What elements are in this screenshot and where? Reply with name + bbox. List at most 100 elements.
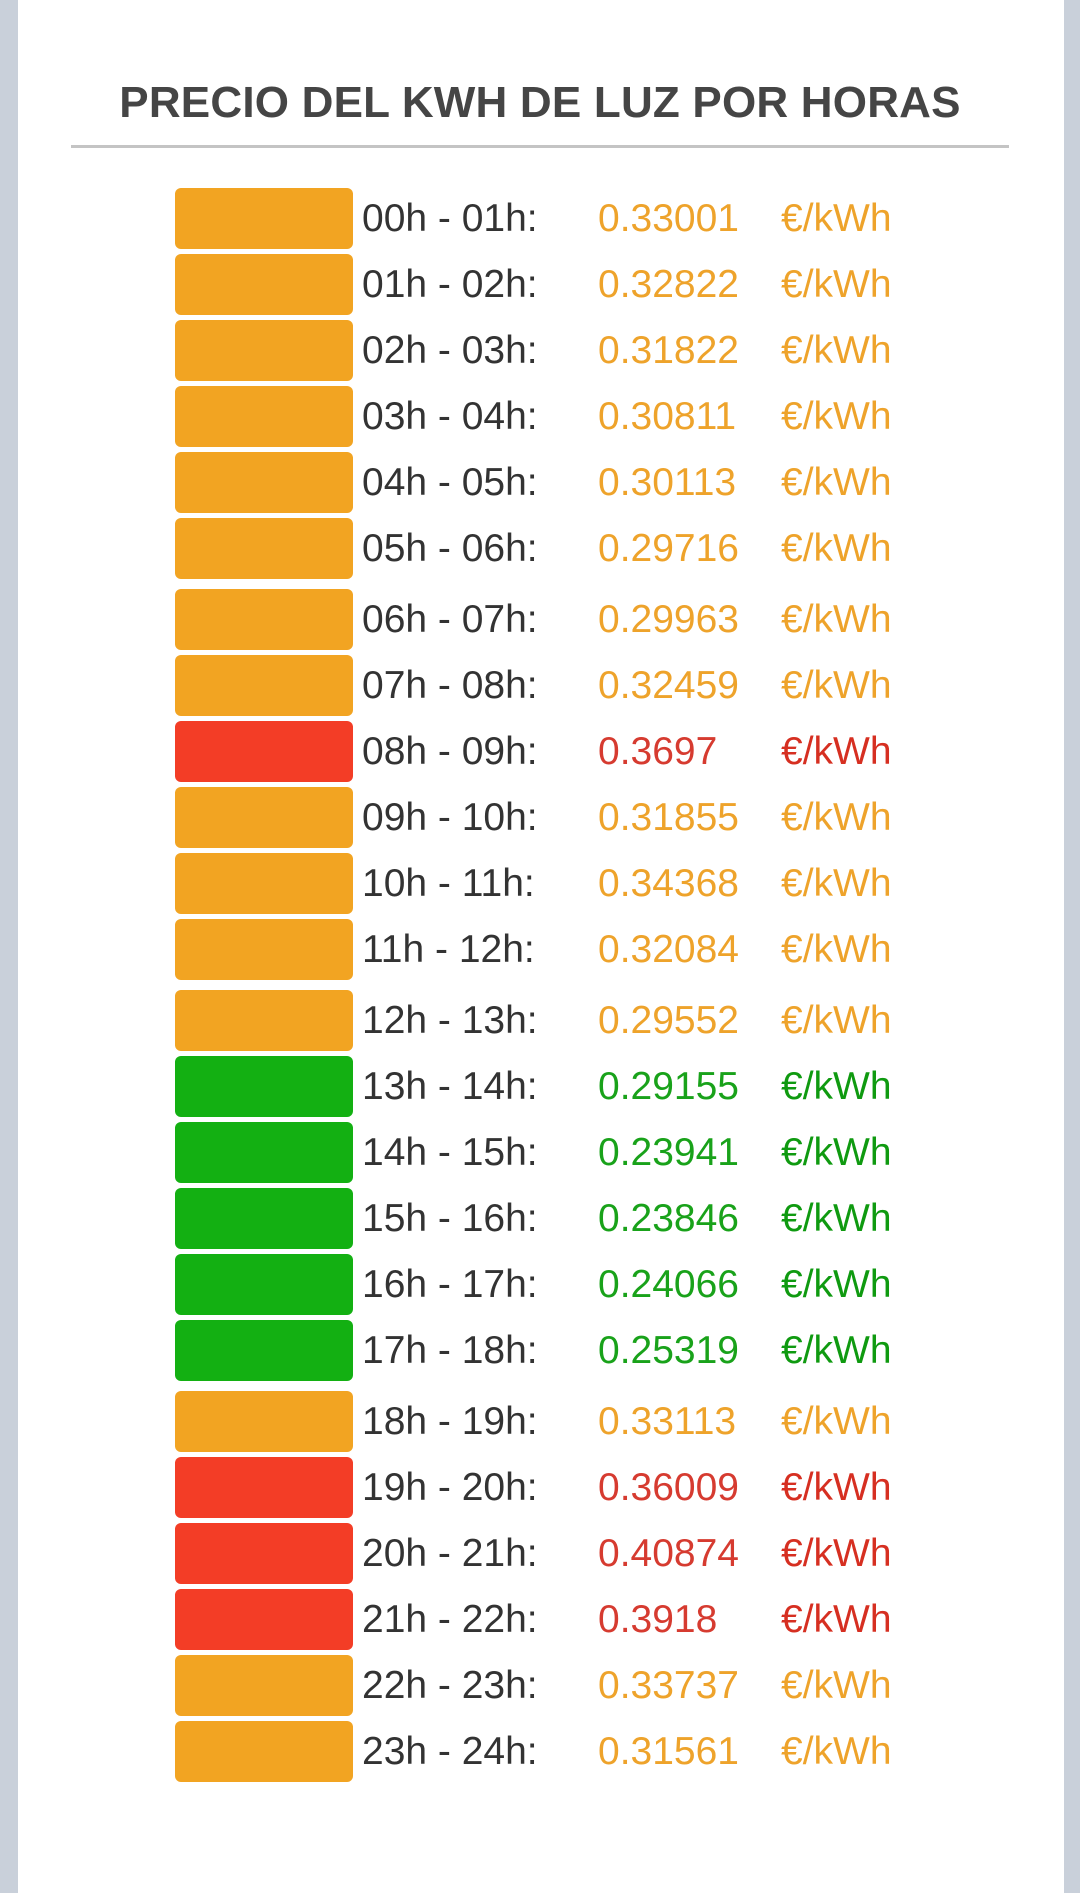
price-level-swatch xyxy=(175,1188,353,1249)
price-level-swatch xyxy=(175,1254,353,1315)
price-value: 0.25319 xyxy=(598,1329,739,1372)
price-level-swatch xyxy=(175,853,353,914)
price-unit: €/kWh xyxy=(781,1065,892,1108)
price-value: 0.30811 xyxy=(598,395,737,438)
price-level-swatch xyxy=(175,188,353,249)
hour-range: 12h - 13h: xyxy=(362,999,538,1042)
price-value: 0.31822 xyxy=(598,329,739,372)
price-level-swatch xyxy=(175,1391,353,1452)
price-unit: €/kWh xyxy=(781,1466,892,1509)
price-level-swatch xyxy=(175,1589,353,1650)
price-unit: €/kWh xyxy=(781,598,892,641)
price-unit: €/kWh xyxy=(781,395,892,438)
hour-range: 13h - 14h: xyxy=(362,1065,538,1108)
price-value: 0.30113 xyxy=(598,461,737,504)
hour-range: 05h - 06h: xyxy=(362,527,538,570)
price-unit: €/kWh xyxy=(781,928,892,971)
price-level-swatch xyxy=(175,452,353,513)
price-row: 07h - 08h: 0.32459 €/kWh xyxy=(175,655,935,717)
price-row: 09h - 10h: 0.31855 €/kWh xyxy=(175,787,935,849)
price-value: 0.29716 xyxy=(598,527,739,570)
price-value: 0.32084 xyxy=(598,928,739,971)
price-row: 17h - 18h: 0.25319 €/kWh xyxy=(175,1320,935,1382)
price-level-swatch xyxy=(175,386,353,447)
price-unit: €/kWh xyxy=(781,796,892,839)
hour-range: 07h - 08h: xyxy=(362,664,538,707)
hour-range: 10h - 11h: xyxy=(362,862,535,905)
price-value: 0.33113 xyxy=(598,1400,737,1443)
price-unit: €/kWh xyxy=(781,1400,892,1443)
price-value: 0.33001 xyxy=(598,197,739,240)
price-row: 13h - 14h: 0.29155 €/kWh xyxy=(175,1056,935,1118)
price-unit: €/kWh xyxy=(781,999,892,1042)
price-value: 0.23846 xyxy=(598,1197,739,1240)
hour-range: 00h - 01h: xyxy=(362,197,538,240)
price-level-swatch xyxy=(175,1122,353,1183)
price-row: 06h - 07h: 0.29963 €/kWh xyxy=(175,589,935,651)
price-value: 0.23941 xyxy=(598,1131,739,1174)
price-level-swatch xyxy=(175,518,353,579)
hour-range: 19h - 20h: xyxy=(362,1466,538,1509)
price-value: 0.24066 xyxy=(598,1263,739,1306)
hour-range: 06h - 07h: xyxy=(362,598,538,641)
price-level-swatch xyxy=(175,919,353,980)
price-row: 19h - 20h: 0.36009 €/kWh xyxy=(175,1457,935,1519)
price-unit: €/kWh xyxy=(781,1263,892,1306)
title-divider xyxy=(71,145,1009,148)
price-level-swatch xyxy=(175,320,353,381)
price-row: 22h - 23h: 0.33737 €/kWh xyxy=(175,1655,935,1717)
price-unit: €/kWh xyxy=(781,1598,892,1641)
price-value: 0.29963 xyxy=(598,598,739,641)
hour-range: 21h - 22h: xyxy=(362,1598,538,1641)
price-row: 21h - 22h: 0.3918 €/kWh xyxy=(175,1589,935,1651)
price-unit: €/kWh xyxy=(781,263,892,306)
hour-range: 23h - 24h: xyxy=(362,1730,538,1773)
hour-range: 17h - 18h: xyxy=(362,1329,538,1372)
price-row: 11h - 12h: 0.32084 €/kWh xyxy=(175,919,935,981)
price-level-swatch xyxy=(175,1457,353,1518)
price-value: 0.31855 xyxy=(598,796,739,839)
hour-range: 22h - 23h: xyxy=(362,1664,538,1707)
price-unit: €/kWh xyxy=(781,730,892,773)
hour-range: 08h - 09h: xyxy=(362,730,538,773)
hourly-price-list: 00h - 01h: 0.33001 €/kWh 01h - 02h: 0.32… xyxy=(175,0,935,1893)
hour-range: 14h - 15h: xyxy=(362,1131,538,1174)
price-unit: €/kWh xyxy=(781,1532,892,1575)
hour-range: 18h - 19h: xyxy=(362,1400,538,1443)
price-row: 18h - 19h: 0.33113 €/kWh xyxy=(175,1391,935,1453)
price-value: 0.29552 xyxy=(598,999,739,1042)
price-level-swatch xyxy=(175,1655,353,1716)
hour-range: 02h - 03h: xyxy=(362,329,538,372)
price-value: 0.32459 xyxy=(598,664,739,707)
hour-range: 11h - 12h: xyxy=(362,928,535,971)
hour-range: 16h - 17h: xyxy=(362,1263,538,1306)
price-level-swatch xyxy=(175,655,353,716)
hour-range: 01h - 02h: xyxy=(362,263,538,306)
price-level-swatch xyxy=(175,1523,353,1584)
price-unit: €/kWh xyxy=(781,197,892,240)
hour-range: 04h - 05h: xyxy=(362,461,538,504)
price-unit: €/kWh xyxy=(781,1131,892,1174)
price-row: 15h - 16h: 0.23846 €/kWh xyxy=(175,1188,935,1250)
price-value: 0.3918 xyxy=(598,1598,718,1641)
price-row: 05h - 06h: 0.29716 €/kWh xyxy=(175,518,935,580)
hour-range: 20h - 21h: xyxy=(362,1532,538,1575)
price-value: 0.31561 xyxy=(598,1730,739,1773)
price-level-swatch xyxy=(175,990,353,1051)
price-card: PRECIO DEL KWH DE LUZ POR HORAS 00h - 01… xyxy=(18,0,1064,1893)
price-value: 0.32822 xyxy=(598,263,739,306)
price-row: 00h - 01h: 0.33001 €/kWh xyxy=(175,188,935,250)
price-row: 12h - 13h: 0.29552 €/kWh xyxy=(175,990,935,1052)
price-row: 14h - 15h: 0.23941 €/kWh xyxy=(175,1122,935,1184)
price-row: 20h - 21h: 0.40874 €/kWh xyxy=(175,1523,935,1585)
price-unit: €/kWh xyxy=(781,527,892,570)
hour-range: 09h - 10h: xyxy=(362,796,538,839)
price-value: 0.40874 xyxy=(598,1532,739,1575)
price-row: 03h - 04h: 0.30811 €/kWh xyxy=(175,386,935,448)
page-title: PRECIO DEL KWH DE LUZ POR HORAS xyxy=(119,78,961,127)
price-row: 23h - 24h: 0.31561 €/kWh xyxy=(175,1721,935,1783)
price-value: 0.3697 xyxy=(598,730,718,773)
price-value: 0.34368 xyxy=(598,862,739,905)
price-value: 0.36009 xyxy=(598,1466,739,1509)
price-unit: €/kWh xyxy=(781,1730,892,1773)
